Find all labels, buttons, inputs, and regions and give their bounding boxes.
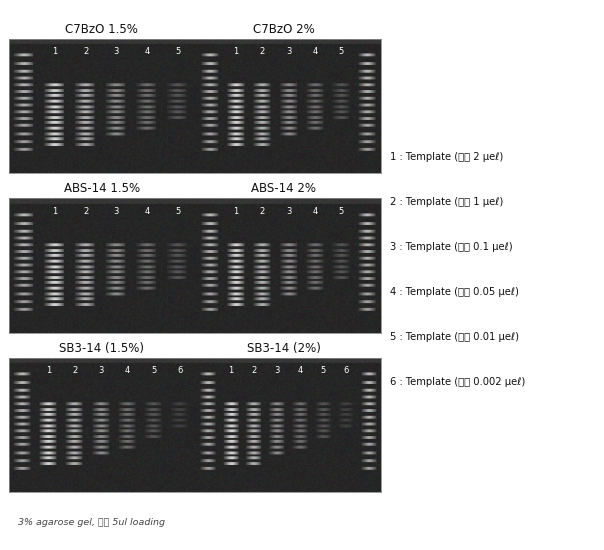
Text: 2: 2 — [251, 366, 257, 376]
Text: 3: 3 — [286, 207, 291, 216]
Text: 3: 3 — [274, 366, 280, 376]
Text: 3: 3 — [98, 366, 104, 376]
Text: SB3-14 (1.5%): SB3-14 (1.5%) — [59, 342, 144, 355]
Text: 4 : Template (원액 0.05 μeℓ): 4 : Template (원액 0.05 μeℓ) — [390, 287, 518, 297]
Text: 2: 2 — [260, 47, 265, 57]
Text: 1: 1 — [46, 366, 51, 376]
Text: 4: 4 — [297, 366, 303, 376]
Text: 5: 5 — [338, 47, 344, 57]
Text: C7BzO 1.5%: C7BzO 1.5% — [65, 23, 138, 36]
Text: 1: 1 — [53, 47, 57, 57]
Text: 5: 5 — [321, 366, 326, 376]
Text: 4: 4 — [124, 366, 130, 376]
Text: 1: 1 — [228, 366, 234, 376]
Text: ABS-14 1.5%: ABS-14 1.5% — [64, 182, 140, 195]
Text: 6: 6 — [343, 366, 349, 376]
Text: 5: 5 — [151, 366, 156, 376]
Text: 3% agarose gel, 각각 5ul loading: 3% agarose gel, 각각 5ul loading — [18, 518, 165, 527]
Text: 6: 6 — [177, 366, 182, 376]
Text: 6 : Template (원액 0.002 μeℓ): 6 : Template (원액 0.002 μeℓ) — [390, 377, 525, 387]
Text: 5: 5 — [175, 47, 180, 57]
Text: 4: 4 — [144, 47, 150, 57]
Text: ABS-14 2%: ABS-14 2% — [251, 182, 316, 195]
Text: 2: 2 — [83, 47, 88, 57]
Text: 2: 2 — [83, 207, 88, 216]
Text: 5 : Template (원액 0.01 μeℓ): 5 : Template (원액 0.01 μeℓ) — [390, 332, 519, 342]
Text: 5: 5 — [338, 207, 344, 216]
Text: 1: 1 — [233, 47, 239, 57]
Text: 4: 4 — [312, 47, 318, 57]
Text: C7BzO 2%: C7BzO 2% — [253, 23, 315, 36]
Text: 2: 2 — [72, 366, 77, 376]
Text: 1 : Template (원액 2 μeℓ): 1 : Template (원액 2 μeℓ) — [390, 152, 503, 162]
Text: 2: 2 — [260, 207, 265, 216]
Text: 3: 3 — [114, 207, 119, 216]
Text: 1: 1 — [53, 207, 57, 216]
Text: 1: 1 — [233, 207, 239, 216]
Text: 3: 3 — [286, 47, 291, 57]
Text: 3 : Template (원액 0.1 μeℓ): 3 : Template (원액 0.1 μeℓ) — [390, 242, 512, 252]
Text: 5: 5 — [175, 207, 180, 216]
Text: SB3-14 (2%): SB3-14 (2%) — [247, 342, 321, 355]
Text: 4: 4 — [144, 207, 150, 216]
Text: 2 : Template (원액 1 μeℓ): 2 : Template (원액 1 μeℓ) — [390, 197, 503, 207]
Text: 4: 4 — [312, 207, 318, 216]
Text: 3: 3 — [114, 47, 119, 57]
